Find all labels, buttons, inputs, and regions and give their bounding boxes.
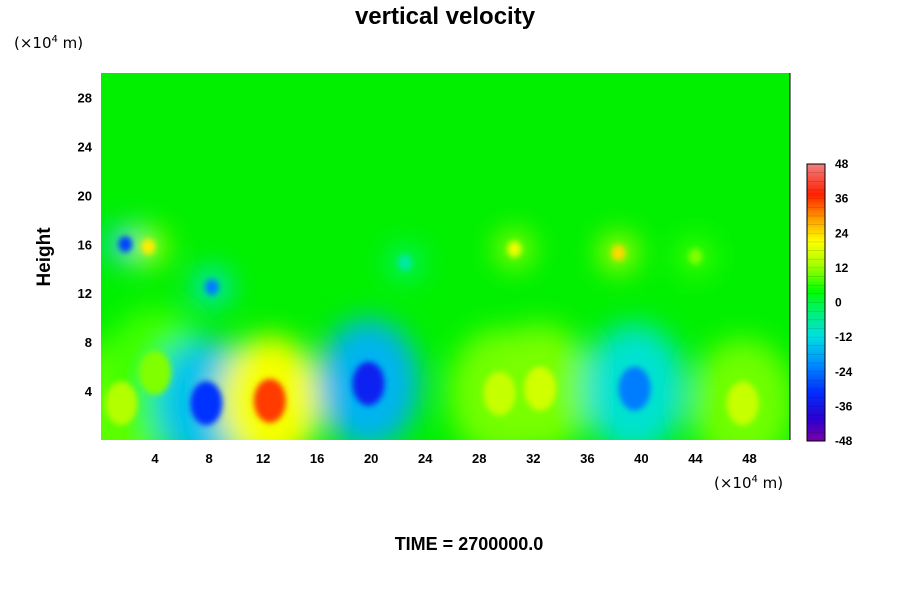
field-feature-cores <box>105 236 759 426</box>
feature-core <box>190 381 223 426</box>
feature-core <box>253 378 286 423</box>
feature-core <box>139 350 172 395</box>
y-axis-label: Height <box>34 227 55 287</box>
feature-core <box>483 371 516 416</box>
x-tick-label: 4 <box>151 451 159 466</box>
feature-core <box>507 241 522 258</box>
x-tick-label: 40 <box>634 451 648 466</box>
y-tick-label: 12 <box>78 286 92 301</box>
x-tick-label: 44 <box>688 451 703 466</box>
feature-core <box>618 366 651 411</box>
feature-core <box>105 381 138 426</box>
y-tick-label: 28 <box>78 90 92 105</box>
x-tick-label: 20 <box>364 451 378 466</box>
chart-title: vertical velocity <box>355 3 536 30</box>
x-tick-label: 48 <box>742 451 756 466</box>
feature-core <box>611 244 626 261</box>
x-tick-label: 32 <box>526 451 540 466</box>
colorbar-frame <box>806 163 826 442</box>
feature-core <box>352 361 385 406</box>
y-tick-label: 20 <box>78 188 92 203</box>
colorbar-tick-label: 12 <box>835 261 849 275</box>
colorbar-tick-label: 48 <box>835 157 849 171</box>
colorbar-level-lines <box>807 172 825 433</box>
plot-area <box>101 73 791 440</box>
x-tick-label: 12 <box>256 451 270 466</box>
velocity-field <box>101 225 790 440</box>
colorbar-tick-label: -12 <box>835 330 853 344</box>
x-ticks: 4 8 12 16 20 24 28 32 36 40 44 48 <box>151 451 756 466</box>
feature-core <box>118 236 133 253</box>
x-tick-label: 16 <box>310 451 324 466</box>
x-tick-label: 8 <box>205 451 212 466</box>
feature-core <box>204 279 219 296</box>
y-tick-label: 8 <box>85 335 92 350</box>
feature-core <box>397 254 412 271</box>
time-label: TIME = 2700000.0 <box>395 534 544 554</box>
feature-core <box>726 381 759 426</box>
colorbar-ticks: 48 36 24 12 0 -12 -24 -36 -48 <box>835 157 853 448</box>
field-features <box>101 225 790 440</box>
colorbar-tick-label: 24 <box>835 226 849 240</box>
x-tick-label: 36 <box>580 451 594 466</box>
colorbar-gradient <box>807 164 825 441</box>
y-tick-label: 24 <box>78 139 93 154</box>
colorbar: 48 36 24 12 0 -12 -24 -36 -48 <box>806 157 853 448</box>
y-unit-label: (×104 m) <box>14 34 83 52</box>
colorbar-tick-label: -36 <box>835 399 853 413</box>
y-tick-label: 16 <box>78 237 92 252</box>
colorbar-tick-label: 0 <box>835 296 842 310</box>
colorbar-tick-label: -24 <box>835 365 853 379</box>
x-tick-label: 28 <box>472 451 486 466</box>
colorbar-tick-label: -48 <box>835 434 853 448</box>
y-tick-label: 4 <box>85 384 93 399</box>
feature-core <box>141 238 156 255</box>
feature-core <box>524 366 557 411</box>
x-unit-label: (×104 m) <box>714 474 783 492</box>
feature-core <box>688 248 703 265</box>
colorbar-tick-label: 36 <box>835 192 849 206</box>
y-ticks: 4 8 12 16 20 24 28 <box>78 90 93 399</box>
x-tick-label: 24 <box>418 451 433 466</box>
